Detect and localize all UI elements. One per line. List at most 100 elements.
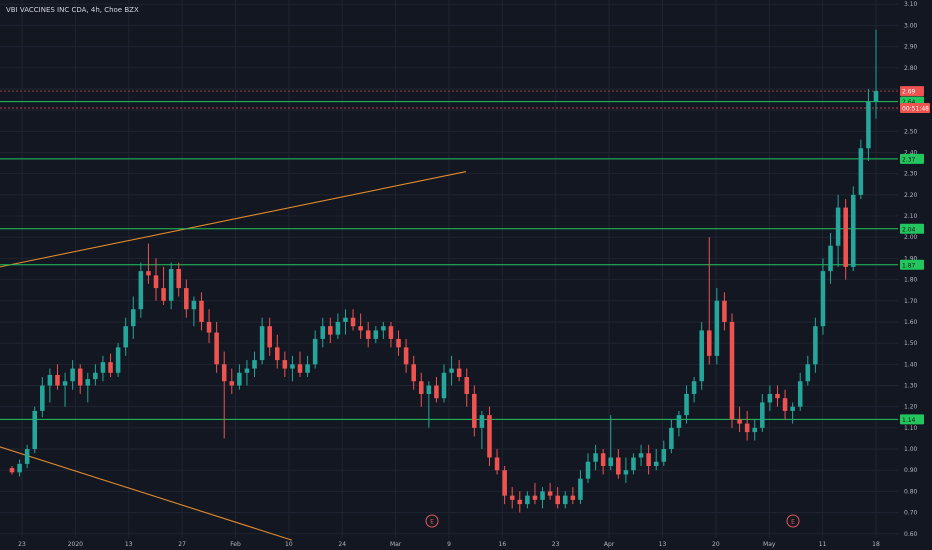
candle-body [616,457,621,475]
y-tick-label: 1.70 [904,298,918,305]
y-tick-label: 2.40 [904,150,918,157]
price-badge [900,103,930,114]
candle-body [517,499,523,505]
candle-body [32,410,38,450]
price-axis[interactable]: 0.60 0.70 0.80 0.90 1.00 1.10 1.20 1.30 1.40 1.50… [904,1,918,538]
trendlines [0,171,467,541]
candle-body [593,453,598,462]
candle-body [828,245,833,272]
candle-body [411,364,416,382]
y-tick-label: 1.60 [904,319,918,326]
candle-body [706,330,712,356]
candle-body [365,330,371,339]
candle-body [176,269,182,289]
candle-body [418,381,424,394]
candle-body [858,148,864,195]
candle-body [479,415,485,428]
candle-body [661,449,667,462]
candle-body [123,326,128,348]
x-tick-label: 20 [712,541,720,548]
candlesticks [9,29,879,513]
x-tick-label: 2020 [68,541,83,548]
candle-body [600,453,606,466]
candle-body [335,321,341,335]
level-badge [900,153,924,164]
candle-body [199,300,204,322]
candle-body [373,330,379,339]
trendline [0,446,292,541]
candle-body [775,393,780,399]
candle-body [631,457,636,471]
candle-body [312,338,318,365]
y-tick-label: 1.80 [904,277,918,284]
y-tick-label: 2.20 [904,192,918,199]
y-tick-label: 2.10 [904,213,918,220]
candle-body [684,393,689,416]
candle-body [790,406,795,411]
candle-body [873,91,879,102]
candle-body [108,362,113,373]
x-tick-label: May [763,541,776,548]
candle-body [578,478,583,500]
x-tick-label: 11 [819,541,827,548]
candle-body [441,372,447,399]
trendline [0,171,467,268]
candle-body [805,364,811,382]
level-badge [900,223,924,234]
candle-body [252,360,257,369]
y-tick-label: 2.30 [904,171,918,178]
candle-body [782,398,788,411]
chart-title: VBI VACCINES INC CDA, 4h, Choe BZX [6,6,139,14]
candle-body [70,368,75,382]
candle-body [623,470,629,475]
x-tick-label: 27 [178,541,186,548]
candle-body [24,449,30,464]
candle-body [343,317,348,322]
x-tick-label: Apr [604,541,615,548]
candle-body [850,194,856,267]
candle-body [699,330,704,382]
candle-body [206,321,212,333]
y-tick-label: 1.50 [904,340,918,347]
y-tick-label: 1.20 [904,404,918,411]
level-badge [900,414,924,425]
candle-body [320,326,326,339]
candle-body [562,495,568,505]
candle-body [403,347,409,365]
candle-body [691,381,697,394]
horizontal-levels [0,90,898,420]
price-badge-label: 2.69 [902,89,916,96]
y-tick-label: 2.50 [904,128,918,135]
candle-body [17,463,22,473]
candle-body [714,300,720,356]
candle-body [820,271,826,327]
level-badge-label: 2.37 [902,156,916,163]
x-tick-label: 23 [18,541,26,548]
y-tick-label: 2.00 [904,234,918,241]
level-badge-label: 1.87 [902,262,916,269]
candle-body [146,271,151,276]
y-tick-label: 2.80 [904,65,918,72]
earnings-marker [786,514,800,528]
y-tick-label: 3.00 [904,22,918,29]
candle-body [9,468,15,473]
candle-body [494,457,500,471]
candle-body [62,381,68,386]
candle-body [434,385,439,399]
candle-body [396,338,401,348]
chart-grid [0,0,898,538]
candle-body [585,461,591,479]
candle-body [532,495,538,500]
candle-body [813,326,818,365]
time-axis[interactable]: 23 2020 13 27 Feb 10 24 Mar 9 16 23 Apr 13 20 May 11 18 [18,541,880,548]
candle-body [540,491,545,500]
candle-body [760,402,765,428]
candle-body [646,453,651,466]
x-tick-label: 9 [447,541,451,548]
candle-body [472,393,477,428]
candle-body [274,347,280,361]
candle-body [381,326,386,331]
price-badges: 2.64 2.37 2.04 1.87 1.14 2.69 00:51:48 [900,86,930,425]
